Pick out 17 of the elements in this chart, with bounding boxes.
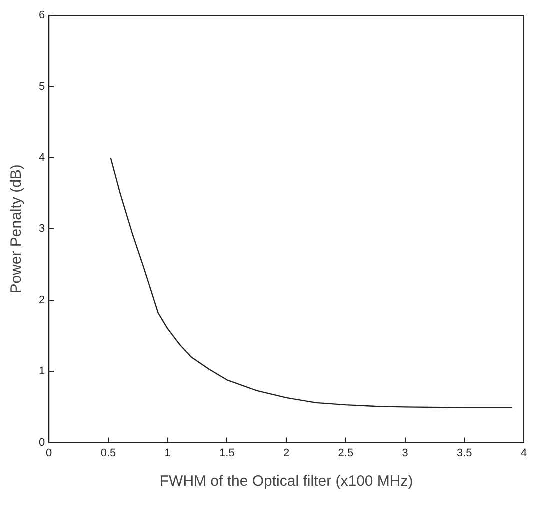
y-tick-label: 4	[38, 152, 46, 164]
x-tick-label: 1.5	[220, 447, 235, 460]
x-tick-label: 4	[520, 447, 528, 460]
y-tick-label: 6	[38, 10, 46, 22]
y-tick-label: 0	[38, 436, 46, 449]
x-tick-label: 1	[164, 447, 171, 460]
x-tick-label: 3.5	[456, 447, 472, 460]
x-tick-label: 2.5	[338, 447, 354, 460]
y-tick-label: 5	[38, 80, 46, 93]
y-tick-label: 3	[38, 223, 46, 236]
y-tick-label: 1	[38, 366, 46, 378]
x-tick-label: 2	[283, 447, 290, 460]
x-tick-label: 0.5	[100, 447, 116, 460]
y-tick-label: 2	[38, 294, 46, 306]
y-axis-title: Power Penalty (dB)	[8, 164, 26, 294]
x-axis-title: FWHM of the Optical filter (x100 MHz)	[160, 473, 414, 490]
x-tick-label: 3	[402, 447, 408, 460]
